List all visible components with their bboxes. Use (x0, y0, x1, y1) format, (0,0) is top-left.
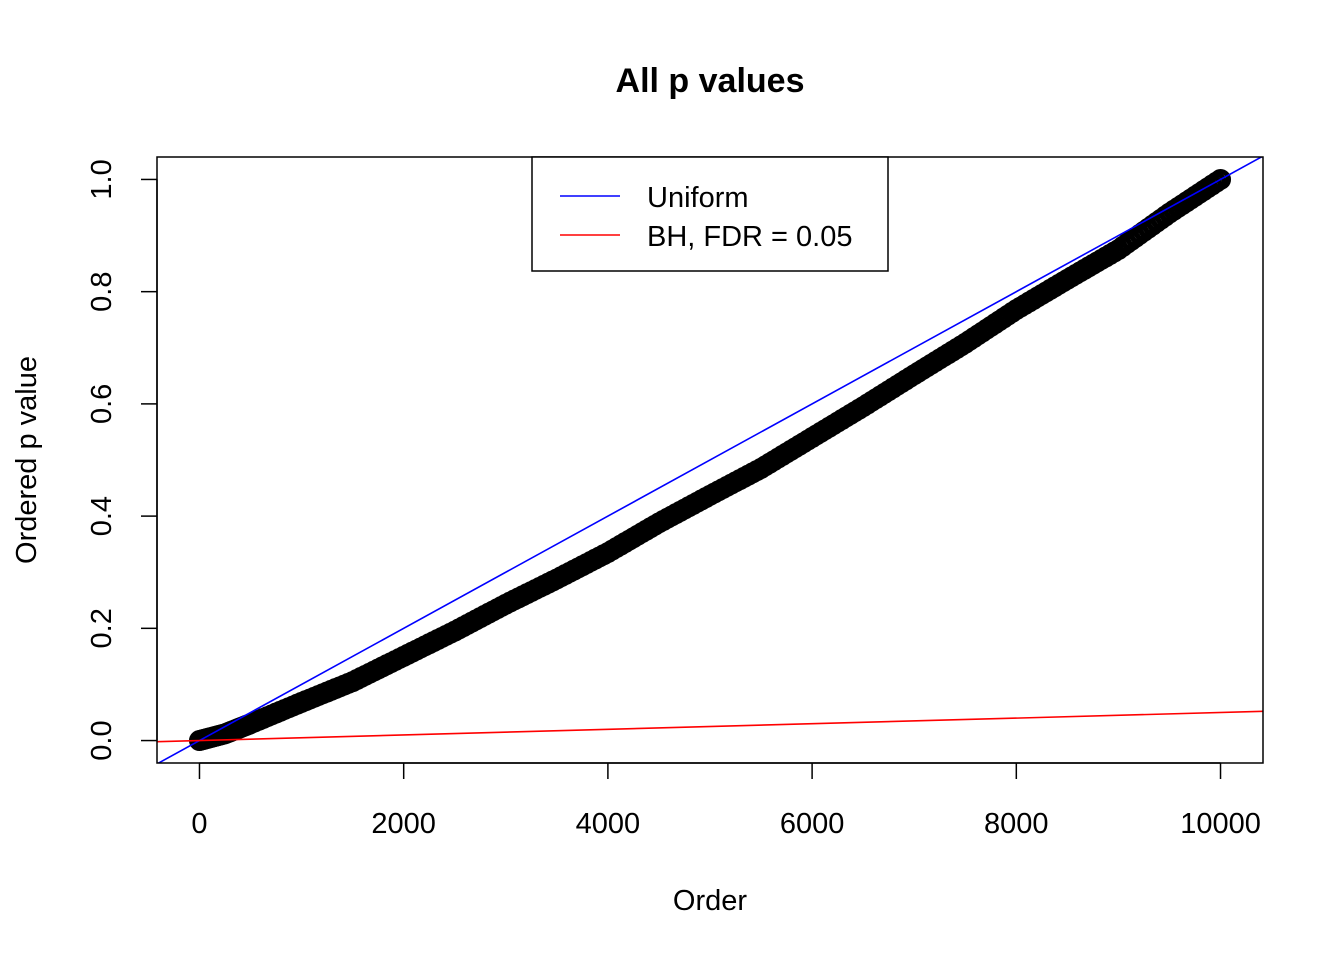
y-tick-label: 1.0 (86, 159, 118, 199)
x-tick-label: 0 (191, 808, 207, 840)
y-tick-label: 0.6 (86, 384, 118, 424)
x-tick-label: 6000 (780, 808, 845, 840)
y-tick-label: 0.8 (86, 272, 118, 312)
legend-label-bh: BH, FDR = 0.05 (647, 221, 853, 253)
chart-title: All p values (616, 62, 805, 100)
ordered-p-points (188, 168, 1232, 752)
data-point (1210, 168, 1232, 190)
x-tick-label: 4000 (576, 808, 641, 840)
y-axis-label: Ordered p value (11, 356, 43, 564)
y-tick-label: 0.4 (86, 496, 118, 536)
x-axis-label: Order (673, 885, 747, 917)
y-tick-label: 0.0 (86, 720, 118, 760)
y-tick-label: 0.2 (86, 608, 118, 648)
bh-line (157, 710, 1263, 743)
legend-label-uniform: Uniform (647, 182, 749, 214)
x-tick-label: 8000 (984, 808, 1049, 840)
plot-area (157, 157, 1263, 763)
uniform-line (157, 157, 1263, 763)
axes: 0 2000 4000 6000 8000 10000 0.0 0.2 0.4 0.6 0.8 1.0 (86, 156, 1264, 840)
legend-box (531, 156, 889, 272)
x-tick-label: 10000 (1180, 808, 1261, 840)
legend: Uniform BH, FDR = 0.05 (531, 156, 889, 272)
x-tick-label: 2000 (371, 808, 436, 840)
